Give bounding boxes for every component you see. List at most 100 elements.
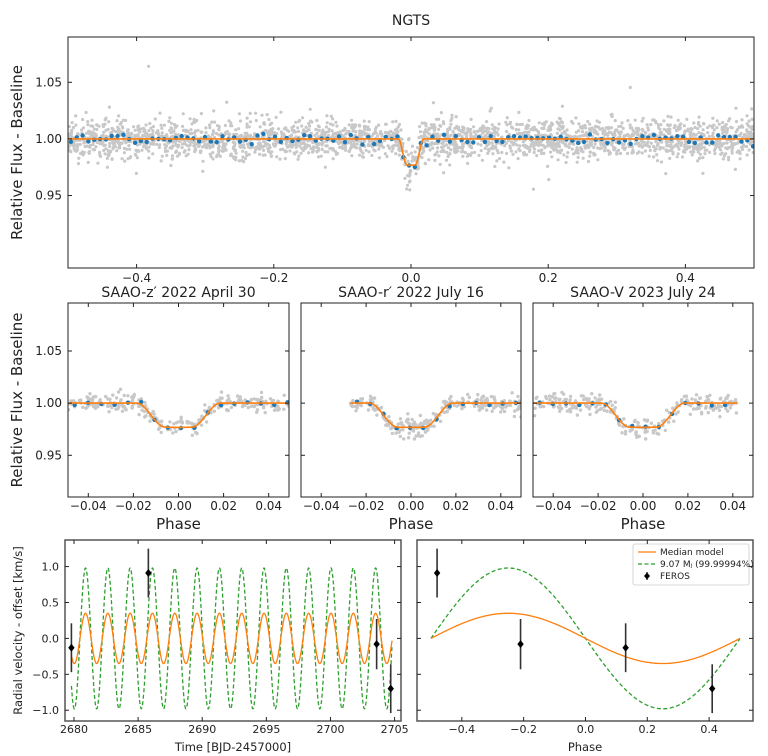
x-tick-label: −0.02 (348, 499, 385, 513)
raw-flux-point (398, 417, 403, 421)
raw-flux-point (336, 131, 340, 135)
raw-flux-point (469, 117, 473, 121)
raw-flux-point (170, 157, 175, 161)
raw-flux-point (688, 130, 693, 134)
binned-flux-point (86, 139, 91, 144)
raw-flux-point (614, 128, 618, 132)
binned-flux-point (144, 139, 149, 145)
raw-flux-point (437, 154, 441, 158)
raw-flux-point (297, 118, 302, 123)
raw-flux-point (254, 111, 258, 115)
raw-flux-point (366, 125, 370, 129)
raw-flux-point (449, 394, 453, 399)
raw-flux-point (543, 121, 547, 125)
raw-flux-point (294, 142, 298, 146)
raw-flux-point (729, 399, 733, 404)
binned-flux-point (616, 140, 622, 145)
raw-flux-point (636, 421, 640, 425)
raw-flux-point (484, 129, 488, 133)
raw-flux-point (98, 150, 102, 155)
raw-flux-point (204, 126, 208, 130)
axes-frame (64, 539, 402, 722)
legend-feros-marker (644, 572, 650, 580)
raw-flux-point (153, 117, 157, 121)
raw-flux-point (85, 131, 89, 135)
raw-flux-point (351, 128, 355, 132)
raw-flux-point (397, 153, 401, 157)
raw-flux-point (238, 119, 243, 123)
raw-flux-point (335, 124, 339, 128)
raw-flux-point (370, 153, 374, 158)
raw-flux-point (383, 130, 387, 135)
raw-flux-point (608, 151, 612, 155)
raw-flux-point (319, 154, 323, 158)
raw-flux-point (96, 161, 100, 165)
raw-flux-point (203, 409, 207, 413)
raw-flux-point (283, 149, 287, 153)
x-tick-label: 0.00 (165, 499, 192, 513)
raw-flux-point (169, 131, 173, 135)
raw-flux-point (82, 141, 86, 145)
raw-flux-point (513, 409, 517, 413)
raw-flux-point (690, 153, 694, 157)
raw-flux-point (403, 176, 407, 180)
raw-flux-point (691, 407, 696, 411)
raw-flux-point (326, 150, 330, 154)
raw-flux-point (587, 399, 591, 403)
raw-flux-point (383, 139, 387, 143)
raw-flux-point (181, 142, 185, 146)
raw-flux-point (578, 134, 582, 138)
raw-flux-point (176, 133, 180, 137)
raw-flux-point (388, 146, 392, 150)
raw-flux-point (111, 393, 115, 397)
raw-flux-point (542, 133, 547, 137)
raw-flux-point (727, 155, 731, 159)
raw-flux-point (179, 420, 183, 424)
binned-flux-point (710, 140, 715, 145)
raw-flux-point (711, 131, 715, 135)
binned-flux-point (371, 141, 377, 147)
raw-flux-point (95, 127, 99, 132)
raw-flux-point (107, 152, 111, 156)
raw-flux-point (490, 409, 494, 413)
raw-flux-point (406, 436, 411, 440)
raw-flux-point (203, 403, 207, 407)
raw-flux-point (737, 125, 741, 129)
raw-flux-point (606, 133, 610, 137)
raw-flux-point (623, 429, 628, 434)
raw-flux-point (610, 140, 614, 145)
raw-flux-point (625, 133, 630, 137)
raw-flux-point (428, 148, 432, 152)
raw-flux-point (187, 420, 191, 424)
raw-flux-point (595, 125, 599, 129)
raw-flux-point (150, 142, 154, 146)
raw-flux-point (265, 113, 269, 117)
y-tick-label: 1.05 (35, 75, 62, 89)
raw-flux-point (248, 111, 252, 115)
raw-flux-point (133, 152, 137, 156)
raw-flux-point (287, 139, 291, 143)
raw-flux-point (88, 392, 92, 396)
raw-flux-point (254, 119, 258, 123)
raw-flux-point (536, 130, 541, 134)
raw-flux-point (147, 64, 151, 68)
raw-flux-point (270, 399, 274, 403)
raw-flux-point (729, 403, 733, 407)
raw-flux-point (597, 399, 601, 403)
raw-flux-point (352, 125, 357, 129)
binned-flux-point (511, 134, 517, 139)
raw-flux-point (103, 152, 107, 156)
raw-flux-point (390, 431, 394, 436)
raw-flux-point (315, 131, 319, 135)
raw-flux-point (233, 148, 238, 152)
raw-flux-point (453, 126, 457, 130)
binned-flux-point (68, 139, 74, 144)
raw-flux-point (715, 126, 719, 130)
raw-flux-point (432, 123, 436, 127)
raw-flux-point (327, 127, 331, 131)
raw-flux-point (594, 130, 598, 134)
raw-flux-point (680, 398, 684, 402)
raw-flux-point (78, 142, 82, 147)
raw-flux-point (596, 146, 600, 150)
x-tick-label: 0.2 (539, 271, 558, 285)
